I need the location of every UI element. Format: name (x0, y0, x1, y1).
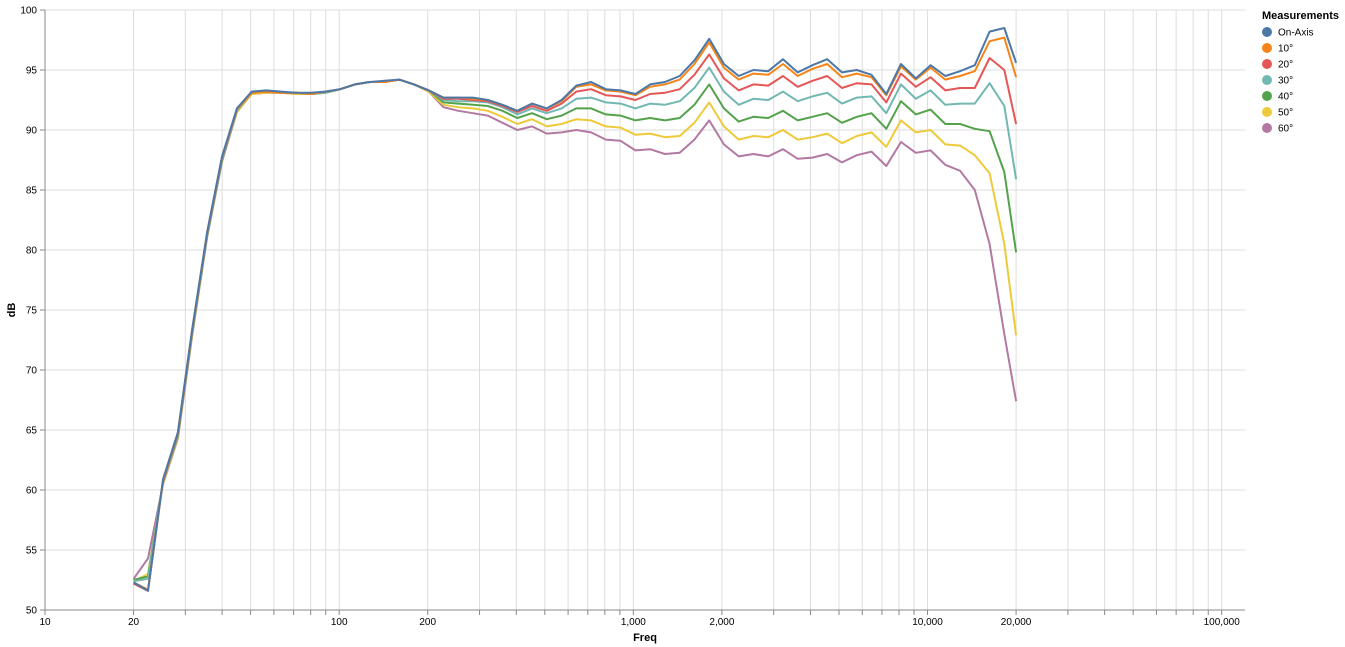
legend-label: 50° (1278, 108, 1293, 119)
y-tick-label: 55 (26, 546, 38, 557)
legend-swatch (1262, 43, 1272, 53)
x-tick-label: 20,000 (1001, 617, 1032, 628)
y-tick-label: 60 (26, 486, 38, 497)
x-tick-label: 200 (419, 617, 436, 628)
legend-swatch (1262, 107, 1272, 117)
y-axis-title: dB (6, 303, 18, 318)
x-tick-label: 20 (128, 617, 140, 628)
series-line (132, 78, 1018, 580)
legend-label: 60° (1278, 124, 1293, 135)
series-line (133, 78, 1018, 583)
x-tick-label: 10,000 (912, 617, 943, 628)
y-tick-label: 95 (26, 66, 38, 77)
y-tick-label: 70 (26, 366, 38, 377)
x-tick-label: 100,000 (1204, 617, 1241, 628)
y-tick-label: 80 (26, 246, 38, 257)
legend-swatch (1262, 59, 1272, 69)
y-tick-label: 75 (26, 306, 38, 317)
legend-label: 40° (1278, 92, 1293, 103)
legend: Measurements On-Axis 10° 20° 30° 40° 50° 60° (1262, 10, 1339, 135)
legend-label: 20° (1278, 60, 1293, 71)
legend-swatch (1262, 27, 1272, 37)
axes: 50 55 60 65 70 75 80 85 90 95 100 10 20 100 200 1,000 2,… (20, 6, 1245, 628)
series-lines (132, 27, 1018, 592)
y-tick-label: 85 (26, 186, 38, 197)
x-tick-label: 10 (39, 617, 51, 628)
y-tick-label: 100 (20, 6, 37, 17)
x-tick-label: 1,000 (621, 617, 646, 628)
x-axis-title: Freq (633, 632, 657, 644)
legend-label: On-Axis (1278, 28, 1314, 39)
legend-swatch (1262, 75, 1272, 85)
y-tick-label: 90 (26, 126, 38, 137)
legend-swatch (1262, 91, 1272, 101)
y-tick-label: 65 (26, 426, 38, 437)
series-line (133, 78, 1018, 581)
legend-label: 30° (1278, 76, 1293, 87)
y-tick-label: 50 (26, 606, 38, 617)
legend-label: 10° (1278, 44, 1293, 55)
legend-title: Measurements (1262, 10, 1339, 22)
x-tick-label: 100 (331, 617, 348, 628)
x-tick-label: 2,000 (709, 617, 734, 628)
grid-lines (44, 9, 1245, 611)
legend-swatch (1262, 123, 1272, 133)
series-line (133, 53, 1018, 592)
series-line (133, 27, 1018, 592)
